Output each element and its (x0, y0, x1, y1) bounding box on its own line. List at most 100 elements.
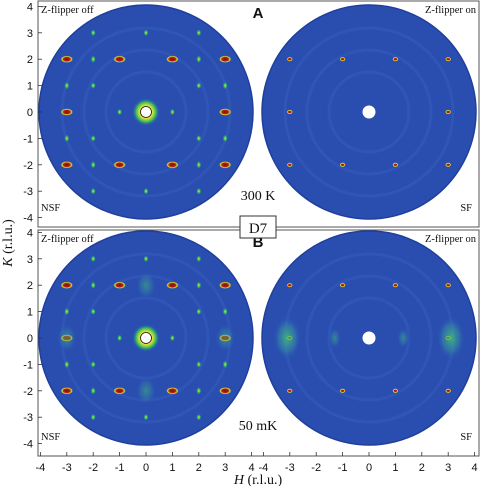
left-panel-title: Z-flipper off (41, 234, 94, 245)
x-tick-label: 0 (366, 462, 372, 474)
sf-map-a (261, 4, 477, 220)
x-tick-label: 2 (419, 462, 425, 474)
sf-peak (392, 162, 398, 167)
weak-peak (196, 82, 202, 89)
y-tick-label: 1 (27, 307, 33, 319)
weak-peak (222, 134, 228, 142)
weak-peak (90, 29, 96, 36)
weak-peak (143, 255, 149, 262)
bragg-peak (219, 108, 232, 116)
y-tick-label: -1 (23, 133, 33, 145)
x-axis-title: H (r.l.u.) (233, 473, 283, 486)
bragg-peak (166, 387, 179, 395)
y-tick-label: 0 (27, 333, 33, 345)
weak-peak (196, 361, 202, 368)
beam-stop (362, 105, 376, 119)
weak-peak (90, 161, 96, 169)
sf-peak (339, 283, 346, 288)
y-tick-label: 4 (27, 1, 33, 13)
y-axis-title: K (r.l.u.) (1, 219, 16, 268)
sf-peak (445, 162, 451, 167)
weak-peak (143, 188, 149, 195)
weak-peak (64, 134, 70, 142)
diffuse-scattering (436, 316, 465, 360)
nsf-map-b (38, 230, 254, 446)
x-tick-label: -3 (62, 462, 72, 474)
temperature-label: 50 mK (239, 419, 278, 434)
sf-peak (445, 57, 451, 62)
x-tick-label: -2 (311, 462, 321, 474)
weak-peak (64, 360, 70, 368)
y-tick-label: -4 (23, 213, 33, 225)
x-tick-label: 3 (222, 462, 228, 474)
y-tick-label: 2 (27, 280, 33, 292)
weak-peak (222, 360, 228, 368)
sf-peak (392, 57, 398, 62)
x-tick-label: 1 (392, 462, 398, 474)
weak-peak (64, 308, 70, 316)
bragg-peak (166, 281, 179, 289)
bragg-peak (60, 55, 73, 63)
x-tick-label: 1 (169, 462, 175, 474)
y-tick-label: 3 (27, 28, 33, 40)
weak-peak (90, 255, 96, 262)
y-tick-label: -1 (23, 359, 33, 371)
sf-peak (445, 388, 451, 393)
bragg-peak (60, 387, 73, 395)
weak-peak (196, 387, 202, 395)
bragg-peak (166, 55, 179, 63)
y-tick-label: -3 (23, 412, 33, 424)
bragg-peak (113, 55, 126, 63)
x-tick-label: -1 (115, 462, 125, 474)
weak-peak (90, 82, 96, 89)
x-tick-label: -3 (285, 462, 295, 474)
sf-peak (287, 388, 293, 393)
sf-peak (392, 283, 398, 288)
bragg-peak (219, 55, 232, 63)
x-tick-label: 4 (472, 462, 478, 474)
weak-peak (196, 281, 202, 289)
weak-peak (196, 414, 202, 421)
weak-peak (90, 414, 96, 421)
weak-peak (170, 334, 175, 342)
nsf-label: NSF (41, 203, 60, 214)
y-tick-label: -2 (23, 160, 33, 172)
right-panel-title: Z-flipper on (425, 5, 477, 16)
sf-map-b (261, 230, 477, 446)
weak-peak (196, 255, 202, 262)
nsf-label: NSF (41, 432, 60, 443)
bragg-peak (219, 387, 232, 395)
weak-peak (90, 308, 96, 315)
weak-peak (90, 135, 96, 142)
bragg-peak (219, 161, 232, 169)
weak-peak (90, 188, 96, 195)
weak-peak (196, 161, 202, 169)
x-tick-label: -4 (36, 462, 46, 474)
weak-peak (143, 29, 149, 36)
y-tick-label: -3 (23, 186, 33, 198)
panel-letter: B (253, 234, 264, 251)
temperature-label: 300 K (241, 189, 276, 204)
sf-peak (287, 162, 293, 167)
beam-stop (362, 331, 376, 345)
y-tick-label: -4 (23, 439, 33, 451)
sf-peak (339, 162, 346, 167)
sf-peak (287, 57, 293, 62)
sf-label: SF (460, 203, 472, 214)
y-tick-label: 1 (27, 81, 33, 93)
bragg-peak (219, 281, 232, 289)
weak-peak (196, 135, 202, 142)
weak-peak (222, 82, 228, 90)
weak-peak (196, 188, 202, 195)
weak-peak (90, 55, 96, 63)
sf-peak (392, 388, 398, 393)
weak-peak (90, 361, 96, 368)
x-tick-label: 0 (143, 462, 149, 474)
y-tick-label: 3 (27, 254, 33, 266)
weak-peak (64, 82, 70, 90)
bragg-peak (60, 108, 73, 116)
weak-peak (90, 387, 96, 395)
weak-peak (222, 308, 228, 316)
x-tick-label: 3 (445, 462, 451, 474)
